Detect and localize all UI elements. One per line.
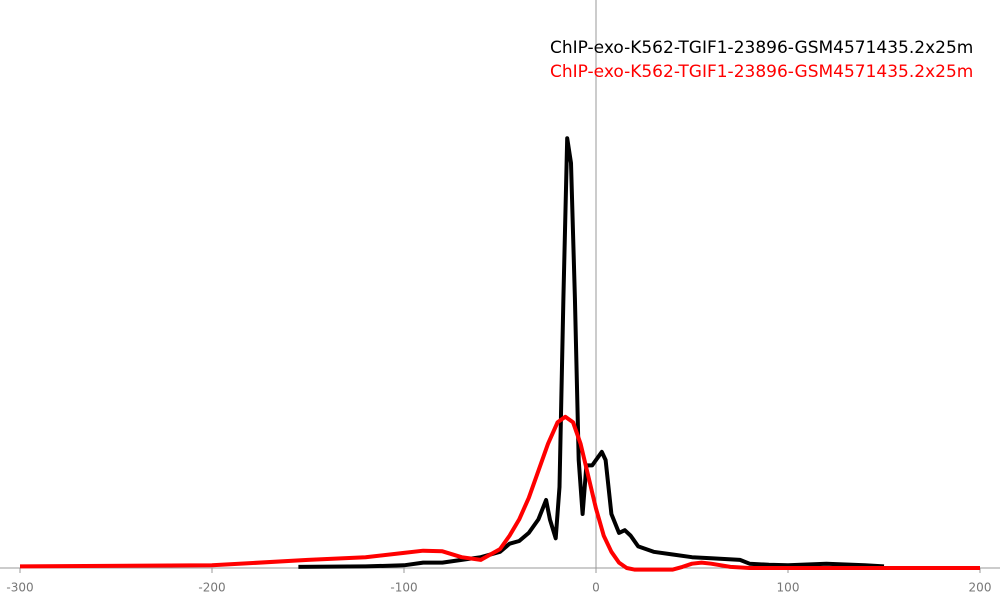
series-line [19, 414, 980, 572]
x-tick-label: 0 [592, 581, 600, 595]
legend-entry: ChIP-exo-K562-TGIF1-23896-GSM4571435.2x2… [550, 62, 973, 82]
x-tick-label: -100 [390, 581, 417, 595]
series-line [298, 136, 885, 569]
x-tick-label: 100 [777, 581, 800, 595]
x-tick-label: -300 [6, 581, 33, 595]
legend-entry: ChIP-exo-K562-TGIF1-23896-GSM4571435.2x2… [550, 38, 973, 58]
x-tick-label: 200 [969, 581, 992, 595]
x-tick-label: -200 [198, 581, 225, 595]
